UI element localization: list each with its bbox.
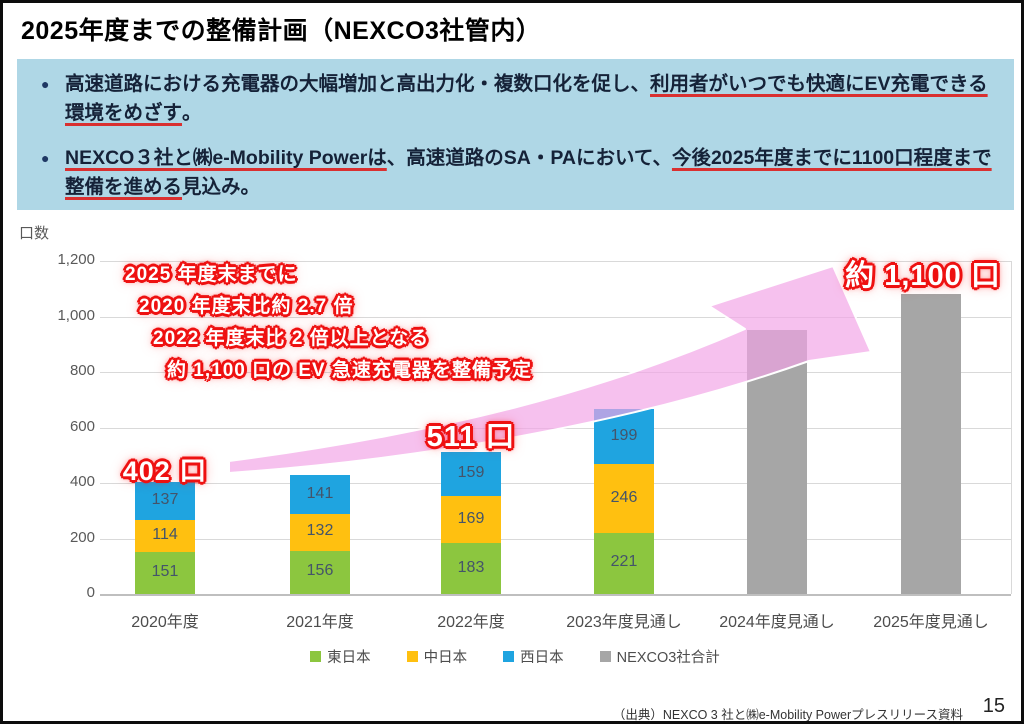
bar-value-label: 159	[457, 464, 485, 482]
legend-swatch-icon	[599, 651, 611, 662]
bullet-1-pre: 高速道路における充電器の大幅増加と高出力化・複数口化を促し、	[65, 73, 651, 95]
bullet-2-emphasis-2: 今後2025年度までに1100口程度まで整備を進める	[65, 147, 992, 198]
total-label: 511 口	[426, 421, 516, 453]
bullet-icon: ●	[41, 150, 50, 166]
legend: 東日本 中日本 西日本 NEXCO3社合計	[3, 646, 1021, 667]
bar-segment	[594, 464, 654, 533]
bullet-2-post: 見込み。	[182, 176, 261, 198]
x-axis-label: 2021年度	[286, 614, 354, 631]
bullet-1-post: 。	[182, 102, 202, 124]
bar-segment	[290, 474, 350, 515]
bar-segment	[747, 330, 807, 594]
bullet-item-1: ● 高速道路における充電器の大幅増加と高出力化・複数口化を促し、利用者がいつでも…	[41, 70, 998, 128]
bullet-text-1: 高速道路における充電器の大幅増加と高出力化・複数口化を促し、利用者がいつでも快適…	[65, 70, 998, 128]
chart-area: 口数 2025 年度末までに 2020 年度末比約 2.7 倍 2022 年度末比 …	[3, 3, 1021, 721]
page-number: 15	[982, 695, 1005, 717]
bar-value-label: 114	[152, 526, 178, 544]
legend-item: 東日本	[310, 646, 371, 667]
legend-swatch-icon	[503, 651, 515, 662]
bullet-2-mid: 、高速道路のSA・PAにおいて、	[386, 147, 672, 169]
annotation-block: 2025 年度末までに 2020 年度末比約 2.7 倍 2022 年度末比 2 倍…	[125, 259, 532, 387]
bullet-2-emphasis-1: NEXCO３社と㈱e-Mobility Powerは	[65, 147, 387, 169]
bullet-item-2: ● NEXCO３社と㈱e-Mobility Powerは、高速道路のSA・PAに…	[41, 144, 998, 202]
x-axis-label: 2023年度見通し	[566, 614, 682, 631]
gridline	[100, 483, 1011, 484]
bar-value-label: 132	[306, 522, 334, 540]
bar-segment	[594, 532, 654, 594]
y-axis-tick-label: 600	[69, 417, 95, 435]
legend-item: 中日本	[406, 646, 468, 667]
bar-segment	[441, 543, 501, 594]
y-axis-tick-label: 1,200	[57, 251, 95, 268]
legend-swatch-icon	[310, 651, 322, 662]
y-axis-title: 口数	[19, 225, 50, 242]
bar-value-label: 169	[457, 509, 485, 527]
plot-right-border	[1011, 261, 1012, 594]
source-note: （出典）NEXCO 3 社と㈱e-Mobility Powerプレスリリース資料	[612, 708, 963, 722]
gridline	[100, 427, 1011, 429]
legend-item: 西日本	[503, 646, 564, 667]
y-axis-tick-label: 0	[86, 584, 95, 601]
bar-segment	[135, 482, 195, 521]
bar-value-label: 199	[610, 426, 638, 444]
bullet-1-emphasis: 利用者がいつでも快適にEV充電できる環境をめざす	[65, 73, 988, 124]
y-axis-tick-label: 800	[69, 362, 95, 379]
bar-segment	[441, 496, 501, 544]
gridline	[100, 261, 1011, 262]
bar-segment	[290, 514, 350, 551]
bar-value-label: 151	[151, 563, 179, 581]
info-box: ● 高速道路における充電器の大幅増加と高出力化・複数口化を促し、利用者がいつでも…	[17, 59, 1014, 210]
total-label: 約 1,100 口	[845, 260, 1001, 292]
legend-label: 東日本	[327, 650, 371, 666]
annotation-line: 2025 年度末までに	[125, 264, 298, 285]
annotation-line: 2020 年度末比約 2.7 倍	[139, 296, 354, 317]
bar-value-label: 183	[457, 558, 485, 576]
bar-segment	[901, 294, 961, 594]
annotation-line: 2022 年度末比 2 倍以上となる	[153, 328, 430, 349]
legend-label: 西日本	[520, 650, 564, 666]
legend-swatch-icon	[406, 651, 418, 662]
x-axis-label: 2024年度見通し	[719, 614, 835, 631]
gridline	[100, 594, 1011, 596]
annotation-line: 約 1,100 口の EV 急速充電器を整備予定	[167, 360, 533, 381]
bullet-text-2: NEXCO３社と㈱e-Mobility Powerは、高速道路のSA・PAにおい…	[65, 144, 998, 202]
y-axis-tick-label: 200	[69, 528, 95, 546]
bar-value-label: 221	[610, 553, 638, 571]
x-axis-label: 2020年度	[131, 614, 199, 631]
bar-value-label: 246	[610, 488, 638, 506]
bullet-icon: ●	[41, 76, 50, 92]
y-axis-tick-label: 400	[69, 473, 95, 490]
bar-segment	[290, 550, 350, 594]
page-title: 2025年度までの整備計画（NEXCO3社管内）	[21, 17, 542, 45]
bar-segment	[135, 552, 195, 594]
legend-item: NEXCO3社合計	[599, 646, 720, 667]
legend-label: NEXCO3社合計	[616, 650, 720, 666]
bar-value-label: 141	[306, 484, 334, 502]
bar-value-label: 137	[151, 491, 179, 509]
x-axis-label: 2022年度	[437, 614, 505, 631]
bar-segment	[135, 520, 195, 553]
gridline	[100, 538, 1011, 540]
y-axis-tick-label: 1,000	[57, 306, 95, 324]
bar-value-label: 156	[306, 562, 334, 580]
x-axis-label: 2025年度見通し	[873, 614, 989, 631]
total-label: 402 口	[122, 456, 208, 486]
legend-label: 中日本	[423, 650, 468, 666]
